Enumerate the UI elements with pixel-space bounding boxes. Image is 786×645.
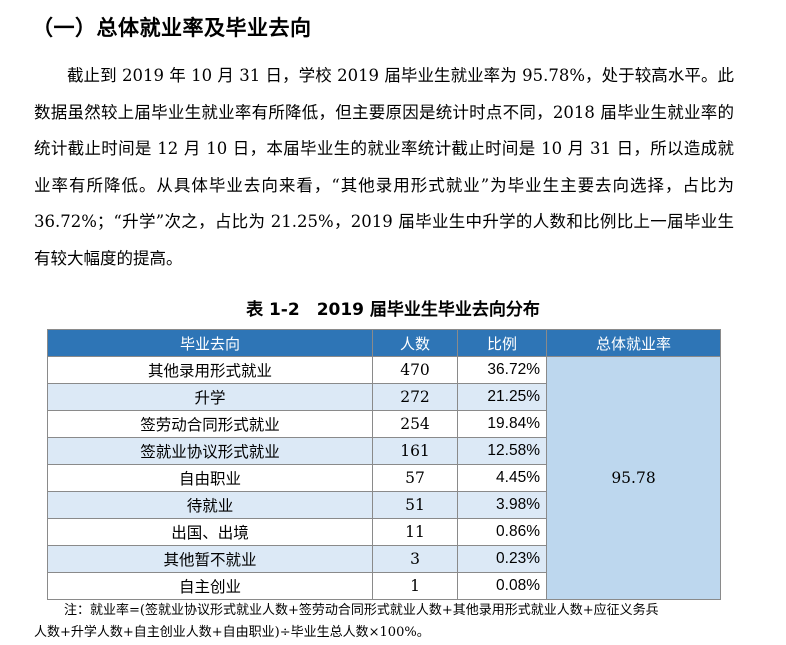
header-count: 人数 xyxy=(372,329,458,357)
cell-ratio: 4.45% xyxy=(457,464,547,492)
cell-ratio: 12.58% xyxy=(457,437,547,465)
destination-table: 毕业去向 人数 比例 总体就业率 其他录用形式就业 470 36.72% 95.… xyxy=(47,329,721,600)
cell-count: 254 xyxy=(372,410,458,438)
body-paragraph: 截止到 2019 年 10 月 31 日，学校 2019 届毕业生就业率为 95… xyxy=(34,58,734,278)
cell-ratio: 3.98% xyxy=(457,491,547,519)
cell-overall-rate: 95.78 xyxy=(546,356,721,600)
table-caption: 表 1-2 2019 届毕业生毕业去向分布 xyxy=(246,300,540,320)
paragraph-text: 截止到 2019 年 10 月 31 日，学校 2019 届毕业生就业率为 95… xyxy=(34,66,734,268)
cell-destination: 其他暂不就业 xyxy=(47,545,373,573)
cell-count: 3 xyxy=(372,545,458,573)
cell-destination: 待就业 xyxy=(47,491,373,519)
cell-ratio: 0.08% xyxy=(457,572,547,600)
section-heading: （一）总体就业率及毕业去向 xyxy=(32,16,312,40)
cell-count: 51 xyxy=(372,491,458,519)
cell-destination: 自由职业 xyxy=(47,464,373,492)
cell-ratio: 21.25% xyxy=(457,383,547,411)
table-row: 其他暂不就业 3 0.23% xyxy=(47,545,721,573)
cell-destination: 签劳动合同形式就业 xyxy=(47,410,373,438)
table-row: 自由职业 57 4.45% xyxy=(47,464,721,492)
cell-destination: 其他录用形式就业 xyxy=(47,356,373,384)
note-line-1: 注：就业率=(签就业协议形式就业人数+签劳动合同形式就业人数+其他录用形式就业人… xyxy=(64,603,659,618)
header-destination: 毕业去向 xyxy=(47,329,373,357)
table-row: 待就业 51 3.98% xyxy=(47,491,721,519)
cell-ratio: 0.86% xyxy=(457,518,547,546)
cell-ratio: 19.84% xyxy=(457,410,547,438)
cell-count: 161 xyxy=(372,437,458,465)
table-header-row: 毕业去向 人数 比例 总体就业率 xyxy=(47,329,721,357)
cell-destination: 自主创业 xyxy=(47,572,373,600)
cell-count: 1 xyxy=(372,572,458,600)
cell-count: 57 xyxy=(372,464,458,492)
table-row: 自主创业 1 0.08% xyxy=(47,572,721,600)
table-row: 升学 272 21.25% xyxy=(47,383,721,411)
header-overall-rate: 总体就业率 xyxy=(546,329,721,357)
cell-count: 470 xyxy=(372,356,458,384)
cell-ratio: 0.23% xyxy=(457,545,547,573)
table-note: 注：就业率=(签就业协议形式就业人数+签劳动合同形式就业人数+其他录用形式就业人… xyxy=(34,600,754,644)
header-ratio: 比例 xyxy=(457,329,547,357)
table-row: 其他录用形式就业 470 36.72% 95.78 xyxy=(47,356,721,600)
table-row: 签就业协议形式就业 161 12.58% xyxy=(47,437,721,465)
cell-count: 272 xyxy=(372,383,458,411)
cell-destination: 签就业协议形式就业 xyxy=(47,437,373,465)
cell-ratio: 36.72% xyxy=(457,356,547,384)
table-row: 出国、出境 11 0.86% xyxy=(47,518,721,546)
note-line-2: 人数+升学人数+自主创业人数+自由职业)÷毕业生总人数×100%。 xyxy=(34,625,430,640)
cell-destination: 出国、出境 xyxy=(47,518,373,546)
table-row: 签劳动合同形式就业 254 19.84% xyxy=(47,410,721,438)
cell-count: 11 xyxy=(372,518,458,546)
cell-destination: 升学 xyxy=(47,383,373,411)
